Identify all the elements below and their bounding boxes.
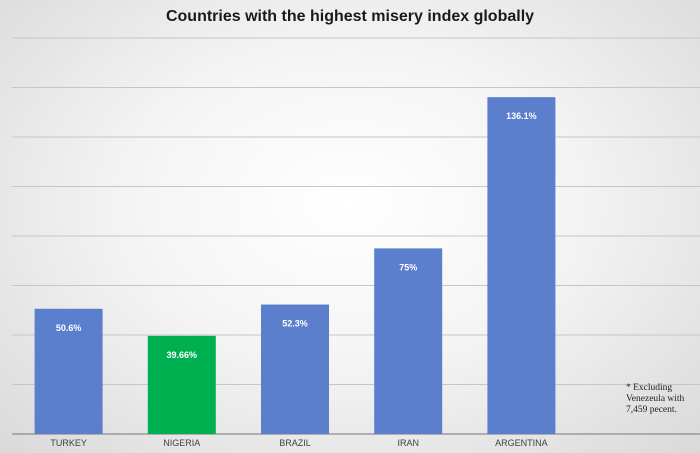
x-tick-label-brazil: BRAZIL xyxy=(279,438,311,448)
x-axis-labels: TURKEY NIGERIA BRAZIL IRAN ARGENTINA xyxy=(50,438,547,448)
data-label-iran: 75% xyxy=(399,262,417,272)
x-tick-label-argentina: ARGENTINA xyxy=(495,438,548,448)
x-tick-label-nigeria: NIGERIA xyxy=(163,438,200,448)
bars: 50.6% 39.66% 52.3% 75% 136.1% xyxy=(34,97,556,434)
chart-title: Countries with the highest misery index … xyxy=(165,8,535,25)
x-tick-label-iran: IRAN xyxy=(397,438,419,448)
bar-turkey xyxy=(34,308,103,434)
bar-brazil xyxy=(261,304,329,434)
footnote: * Excluding Venezeula with 7,459 pecent. xyxy=(626,383,685,415)
data-label-turkey: 50.6% xyxy=(56,323,82,333)
data-label-argentina: 136.1% xyxy=(506,111,537,121)
gridlines xyxy=(12,37,700,435)
data-label-brazil: 52.3% xyxy=(282,319,308,329)
x-tick-label-turkey: TURKEY xyxy=(50,438,87,448)
data-label-nigeria: 39.66% xyxy=(167,350,198,360)
bar-nigeria xyxy=(147,335,216,434)
bar-iran xyxy=(374,248,443,434)
bar-argentina xyxy=(487,97,556,434)
